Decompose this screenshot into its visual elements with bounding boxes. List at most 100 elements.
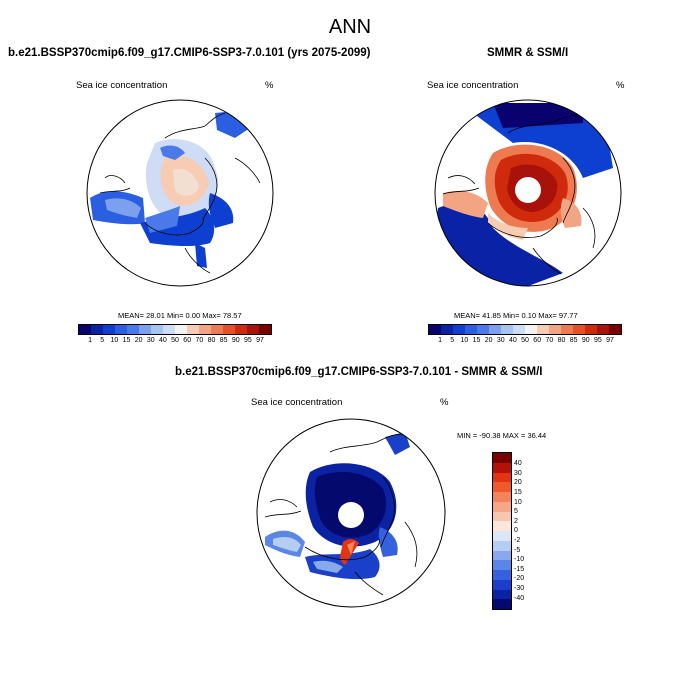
figure-title: ANN bbox=[328, 16, 372, 38]
model-variable-label: Sea ice concentration bbox=[76, 80, 168, 91]
model-colorbar-swatch bbox=[151, 325, 163, 334]
obs-colorbar-tick-label: 80 bbox=[557, 337, 566, 344]
model-colorbar-swatch bbox=[175, 325, 187, 334]
model-colorbar-tick-label: 1 bbox=[88, 337, 93, 344]
obs-colorbar-swatch bbox=[429, 325, 441, 334]
diff-panel-title: b.e21.BSSP370cmip6.f09_g17.CMIP6-SSP3-7.… bbox=[175, 366, 543, 378]
obs-colorbar-tick-label: 10 bbox=[460, 337, 469, 344]
obs-variable-label: Sea ice concentration bbox=[427, 80, 519, 91]
obs-colorbar-swatch bbox=[501, 325, 513, 334]
obs-colorbar-swatch bbox=[609, 325, 621, 334]
obs-colorbar-swatch bbox=[525, 325, 537, 334]
model-colorbar-swatch bbox=[259, 325, 271, 334]
obs-colorbar-tick-label: 60 bbox=[533, 337, 542, 344]
diff-colorbar-swatch bbox=[493, 472, 511, 483]
diff-stats: MIN = -90.38 MAX = 36.44 bbox=[457, 431, 547, 440]
model-colorbar bbox=[78, 324, 272, 335]
obs-colorbar-swatch bbox=[465, 325, 477, 334]
model-colorbar-swatch bbox=[127, 325, 139, 334]
obs-colorbar-swatch bbox=[537, 325, 549, 334]
model-colorbar-ticks: 1 5 10 15 20 30 40 50 60 70 80 85 90 95 97 bbox=[84, 337, 266, 344]
diff-colorbar-swatch bbox=[493, 589, 511, 600]
obs-colorbar-swatch bbox=[453, 325, 465, 334]
model-colorbar-tick-label: 85 bbox=[219, 337, 228, 344]
diff-colorbar-tick-label: -40 bbox=[514, 594, 525, 602]
obs-colorbar-tick-label: 95 bbox=[594, 337, 602, 344]
diff-colorbar-tick-label: 2 bbox=[514, 517, 518, 525]
obs-colorbar-swatch bbox=[477, 325, 489, 334]
diff-colorbar-swatch bbox=[493, 579, 511, 590]
obs-colorbar-swatch bbox=[513, 325, 525, 334]
model-stats: MEAN= 28.01 Min= 0.00 Max= 78.57 bbox=[118, 311, 242, 320]
model-polar-map bbox=[86, 99, 274, 287]
obs-colorbar-swatch bbox=[549, 325, 561, 334]
obs-colorbar-tick-label: 15 bbox=[472, 337, 481, 344]
obs-colorbar-tick-label: 70 bbox=[545, 337, 554, 344]
obs-colorbar-ticks: 1 5 10 15 20 30 40 50 60 70 80 85 90 95 97 bbox=[434, 337, 616, 344]
model-colorbar-tick-label: 95 bbox=[244, 337, 252, 344]
model-colorbar-swatch bbox=[115, 325, 127, 334]
obs-colorbar-swatch bbox=[585, 325, 597, 334]
obs-colorbar-swatch bbox=[573, 325, 585, 334]
diff-colorbar-swatch bbox=[493, 462, 511, 473]
model-colorbar-swatch bbox=[223, 325, 235, 334]
obs-colorbar-tick-label: 20 bbox=[484, 337, 493, 344]
model-panel-title: b.e21.BSSP370cmip6.f09_g17.CMIP6-SSP3-7.… bbox=[8, 47, 371, 59]
obs-colorbar-swatch bbox=[441, 325, 453, 334]
diff-colorbar-tick-label: -10 bbox=[514, 556, 525, 564]
diff-colorbar-swatch bbox=[493, 570, 511, 580]
model-colorbar-tick-label: 20 bbox=[134, 337, 143, 344]
model-colorbar-tick-label: 30 bbox=[146, 337, 155, 344]
obs-colorbar-swatch bbox=[561, 325, 573, 334]
model-colorbar-swatch bbox=[103, 325, 115, 334]
diff-colorbar-tick-label: -20 bbox=[514, 575, 525, 583]
model-colorbar-swatch bbox=[79, 325, 91, 334]
diff-colorbar-tick-label: 5 bbox=[514, 508, 518, 516]
obs-stats: MEAN= 41.85 Min= 0.10 Max= 97.77 bbox=[454, 311, 578, 320]
model-colorbar-tick-label: 97 bbox=[256, 337, 264, 344]
diff-colorbar-swatch bbox=[493, 550, 511, 561]
diff-colorbar-swatch bbox=[493, 501, 511, 512]
diff-colorbar-swatch bbox=[493, 482, 511, 492]
model-colorbar-tick-label: 90 bbox=[231, 337, 240, 344]
diff-colorbar-swatch bbox=[493, 531, 511, 541]
diff-colorbar-tick-label: -5 bbox=[514, 546, 521, 554]
model-colorbar-tick-label: 70 bbox=[195, 337, 204, 344]
diff-colorbar-tick-label: -15 bbox=[514, 565, 525, 573]
diff-colorbar-tick-label: -2 bbox=[514, 537, 521, 545]
obs-colorbar-tick-label: 40 bbox=[509, 337, 517, 344]
model-colorbar-tick-label: 40 bbox=[159, 337, 167, 344]
model-colorbar-tick-label: 5 bbox=[100, 337, 105, 344]
model-colorbar-swatch bbox=[247, 325, 259, 334]
diff-colorbar-tick-label: 15 bbox=[514, 489, 522, 497]
diff-colorbar-swatch bbox=[493, 492, 511, 502]
obs-colorbar-swatch bbox=[597, 325, 609, 334]
obs-colorbar-tick-label: 30 bbox=[496, 337, 505, 344]
model-units-label: % bbox=[265, 80, 274, 91]
obs-colorbar-tick-label: 97 bbox=[606, 337, 614, 344]
model-colorbar-tick-label: 15 bbox=[122, 337, 131, 344]
obs-colorbar-tick-label: 85 bbox=[569, 337, 578, 344]
diff-polar-map bbox=[256, 418, 446, 608]
obs-colorbar-swatch bbox=[489, 325, 501, 334]
model-colorbar-swatch bbox=[211, 325, 223, 334]
obs-colorbar-tick-label: 90 bbox=[581, 337, 590, 344]
diff-colorbar-tick-label: 40 bbox=[514, 460, 522, 468]
obs-panel-title: SMMR & SSM/I bbox=[487, 47, 569, 59]
obs-units-label: % bbox=[616, 80, 625, 91]
obs-colorbar-tick-label: 50 bbox=[521, 337, 529, 344]
model-colorbar-swatch bbox=[199, 325, 211, 334]
model-colorbar-tick-label: 50 bbox=[171, 337, 179, 344]
diff-colorbar-swatch bbox=[493, 599, 511, 609]
model-colorbar-swatch bbox=[91, 325, 103, 334]
model-colorbar-swatch bbox=[163, 325, 175, 334]
obs-colorbar-tick-label: 5 bbox=[450, 337, 455, 344]
diff-colorbar-tick-label: 10 bbox=[514, 498, 522, 506]
obs-polar-map bbox=[434, 99, 622, 287]
diff-colorbar-swatch bbox=[493, 453, 511, 463]
model-colorbar-swatch bbox=[235, 325, 247, 334]
diff-colorbar-tick-label: 0 bbox=[514, 527, 518, 535]
model-colorbar-tick-label: 10 bbox=[110, 337, 119, 344]
diff-colorbar-ticks: 40 30 20 15 10 5 2 0 -2 -5 -10 -15 -20 -30 -40 bbox=[514, 459, 544, 603]
diff-colorbar-tick-label: 20 bbox=[514, 479, 522, 487]
